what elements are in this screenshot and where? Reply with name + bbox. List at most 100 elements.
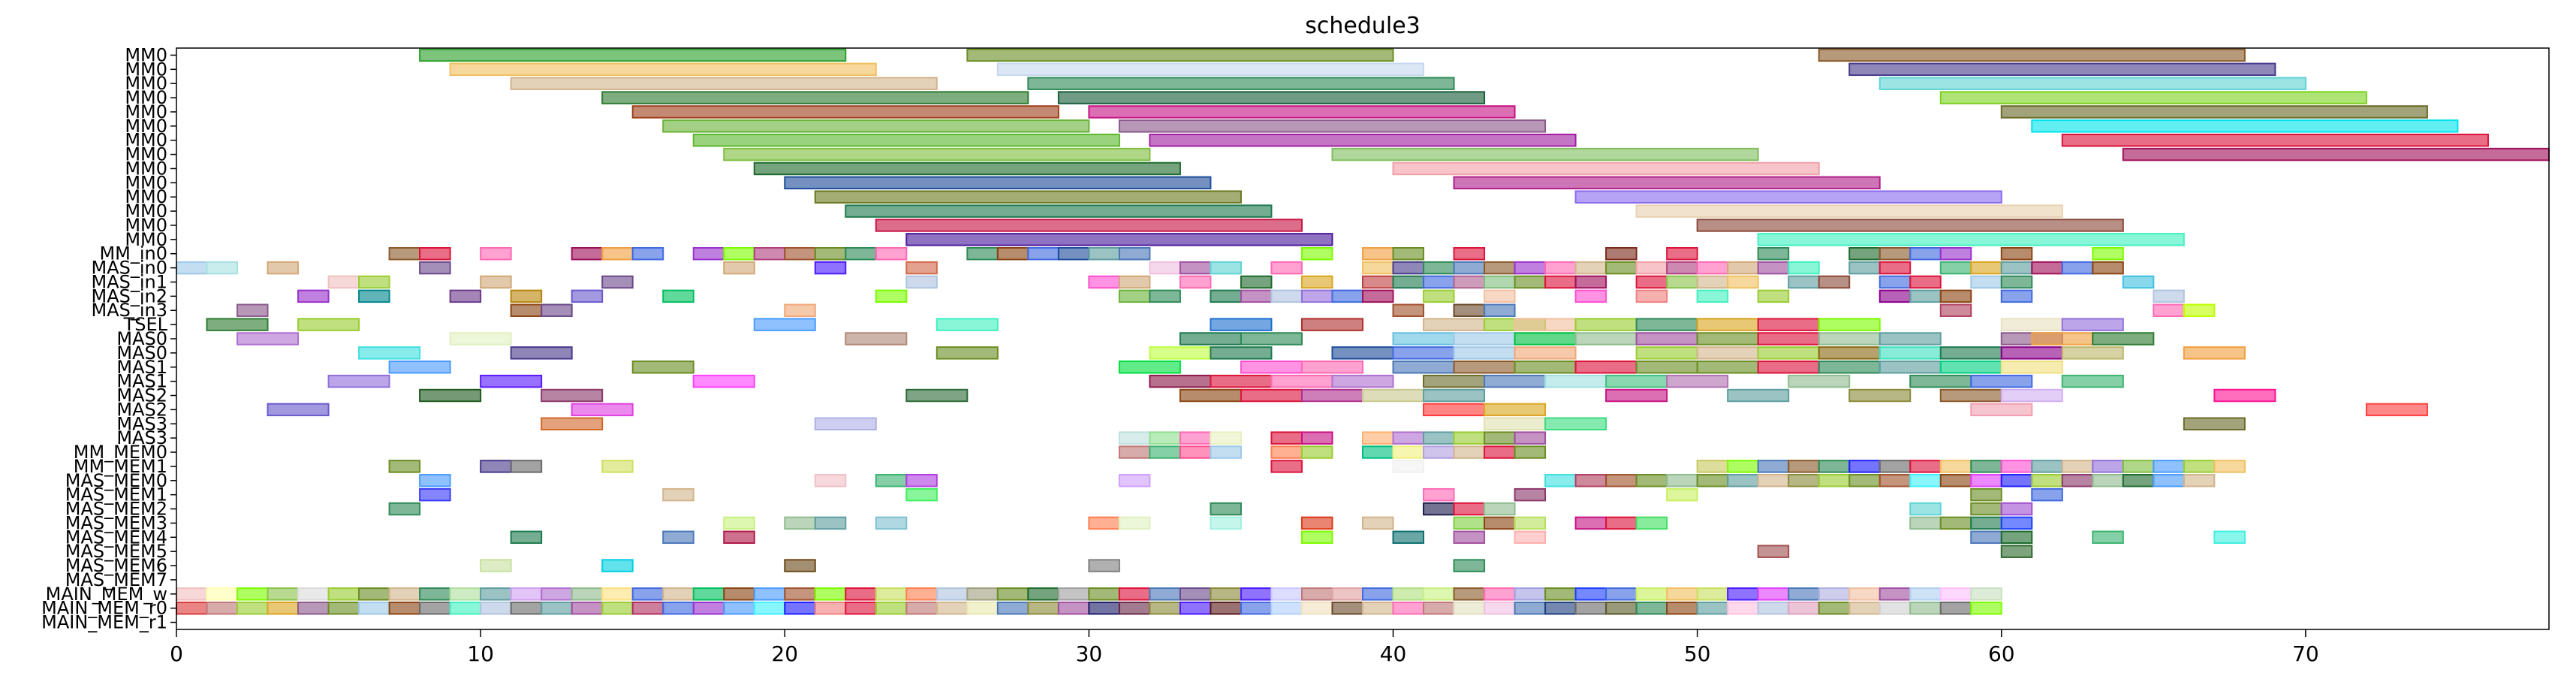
task-bar bbox=[571, 289, 604, 303]
task-bar bbox=[2061, 346, 2124, 360]
task-bar bbox=[1574, 318, 1637, 331]
task-bar bbox=[1453, 530, 1486, 545]
task-bar bbox=[1635, 318, 1698, 331]
task-bar bbox=[1453, 361, 1516, 374]
task-bar bbox=[1848, 460, 1881, 473]
task-bar bbox=[1970, 487, 2002, 502]
task-bar bbox=[1666, 587, 1698, 601]
task-bar bbox=[1392, 361, 1455, 374]
task-bar bbox=[1514, 487, 1547, 502]
y-tick-label: MAIN_MEM_r0 bbox=[41, 598, 167, 619]
task-bar bbox=[267, 601, 300, 615]
task-bar bbox=[388, 460, 421, 473]
task-bar bbox=[206, 318, 269, 331]
task-bar bbox=[1484, 417, 1547, 431]
task-bar bbox=[1939, 246, 1972, 261]
task-bar bbox=[1605, 261, 1637, 275]
task-bar bbox=[1484, 403, 1547, 417]
task-bar bbox=[1544, 417, 1607, 431]
task-bar bbox=[1635, 474, 1668, 487]
y-tick-label: MAS_in0 bbox=[91, 258, 167, 279]
task-bar bbox=[2153, 289, 2185, 303]
task-bar bbox=[237, 601, 269, 615]
task-bar bbox=[1514, 530, 1547, 545]
task-bar bbox=[996, 601, 1029, 615]
task-bar bbox=[237, 587, 269, 601]
task-bar bbox=[1666, 487, 1698, 502]
task-bar bbox=[1423, 487, 1455, 502]
task-bar bbox=[1149, 346, 1212, 360]
task-bar bbox=[1057, 587, 1090, 601]
task-bar bbox=[1392, 601, 1425, 615]
task-bar bbox=[2092, 246, 2124, 261]
task-bar bbox=[2031, 487, 2063, 502]
task-bar bbox=[510, 77, 938, 90]
task-bar bbox=[2092, 332, 2155, 346]
task-bar bbox=[753, 161, 1181, 176]
task-bar bbox=[1453, 275, 1486, 289]
task-bar bbox=[631, 587, 664, 601]
task-bar bbox=[1544, 474, 1577, 487]
task-bar bbox=[1757, 361, 1820, 374]
task-bar bbox=[1848, 474, 1881, 487]
task-bar bbox=[1088, 275, 1120, 289]
task-bar bbox=[1818, 460, 1851, 473]
task-bar bbox=[419, 246, 451, 261]
task-bar bbox=[753, 601, 786, 615]
y-tick-label: MAS_MEM1 bbox=[65, 484, 167, 505]
task-bar bbox=[1179, 388, 1242, 403]
task-bar bbox=[1939, 388, 2002, 403]
task-bar bbox=[1210, 516, 1242, 530]
task-bar bbox=[1757, 246, 1790, 261]
task-bar bbox=[1544, 275, 1577, 289]
task-bar bbox=[1088, 516, 1120, 530]
task-bar bbox=[1210, 374, 1273, 388]
task-bar bbox=[1423, 601, 1455, 615]
task-bar bbox=[571, 246, 604, 261]
task-bar bbox=[1392, 460, 1425, 473]
task-bar bbox=[1757, 318, 1820, 331]
task-bar bbox=[358, 275, 390, 289]
task-bar bbox=[1210, 601, 1242, 615]
task-bar bbox=[1635, 516, 1668, 530]
task-bar bbox=[1970, 587, 2002, 601]
task-bar bbox=[510, 587, 543, 601]
y-tick-label: TSEL bbox=[123, 314, 168, 335]
task-bar bbox=[1179, 445, 1212, 459]
task-bar bbox=[1696, 261, 1729, 275]
task-bar bbox=[1635, 587, 1668, 601]
task-bar bbox=[1696, 219, 2124, 232]
task-bar bbox=[1362, 431, 1394, 445]
y-tick-label: MM0 bbox=[125, 73, 167, 94]
task-bar bbox=[1939, 261, 1972, 275]
task-bar bbox=[1118, 445, 1151, 459]
task-bar bbox=[1362, 388, 1425, 403]
task-bar bbox=[1179, 587, 1212, 601]
task-bar bbox=[1757, 601, 1790, 615]
task-bar bbox=[1605, 516, 1637, 530]
task-bar bbox=[1970, 601, 2002, 615]
task-bar bbox=[1788, 261, 1820, 275]
task-bar bbox=[1848, 261, 1881, 275]
task-bar bbox=[388, 246, 421, 261]
task-bar bbox=[1939, 460, 1972, 473]
task-bar bbox=[875, 246, 908, 261]
task-bar bbox=[723, 147, 1151, 161]
task-bar bbox=[1210, 289, 1242, 303]
task-bar bbox=[2000, 105, 2428, 119]
task-bar bbox=[662, 119, 1090, 133]
task-bar bbox=[601, 275, 634, 289]
task-bar bbox=[297, 601, 330, 615]
task-bar bbox=[206, 587, 239, 601]
task-bar bbox=[1939, 516, 1972, 530]
task-bar bbox=[845, 587, 877, 601]
task-bar bbox=[1970, 460, 2002, 473]
task-bar bbox=[2061, 374, 2124, 388]
task-bar bbox=[1210, 318, 1273, 331]
task-bar bbox=[1210, 587, 1242, 601]
task-bar bbox=[2122, 460, 2155, 473]
y-tick-label: MM0 bbox=[125, 101, 167, 122]
task-bar bbox=[1331, 601, 1364, 615]
task-bar bbox=[1757, 474, 1790, 487]
task-bar bbox=[571, 601, 604, 615]
